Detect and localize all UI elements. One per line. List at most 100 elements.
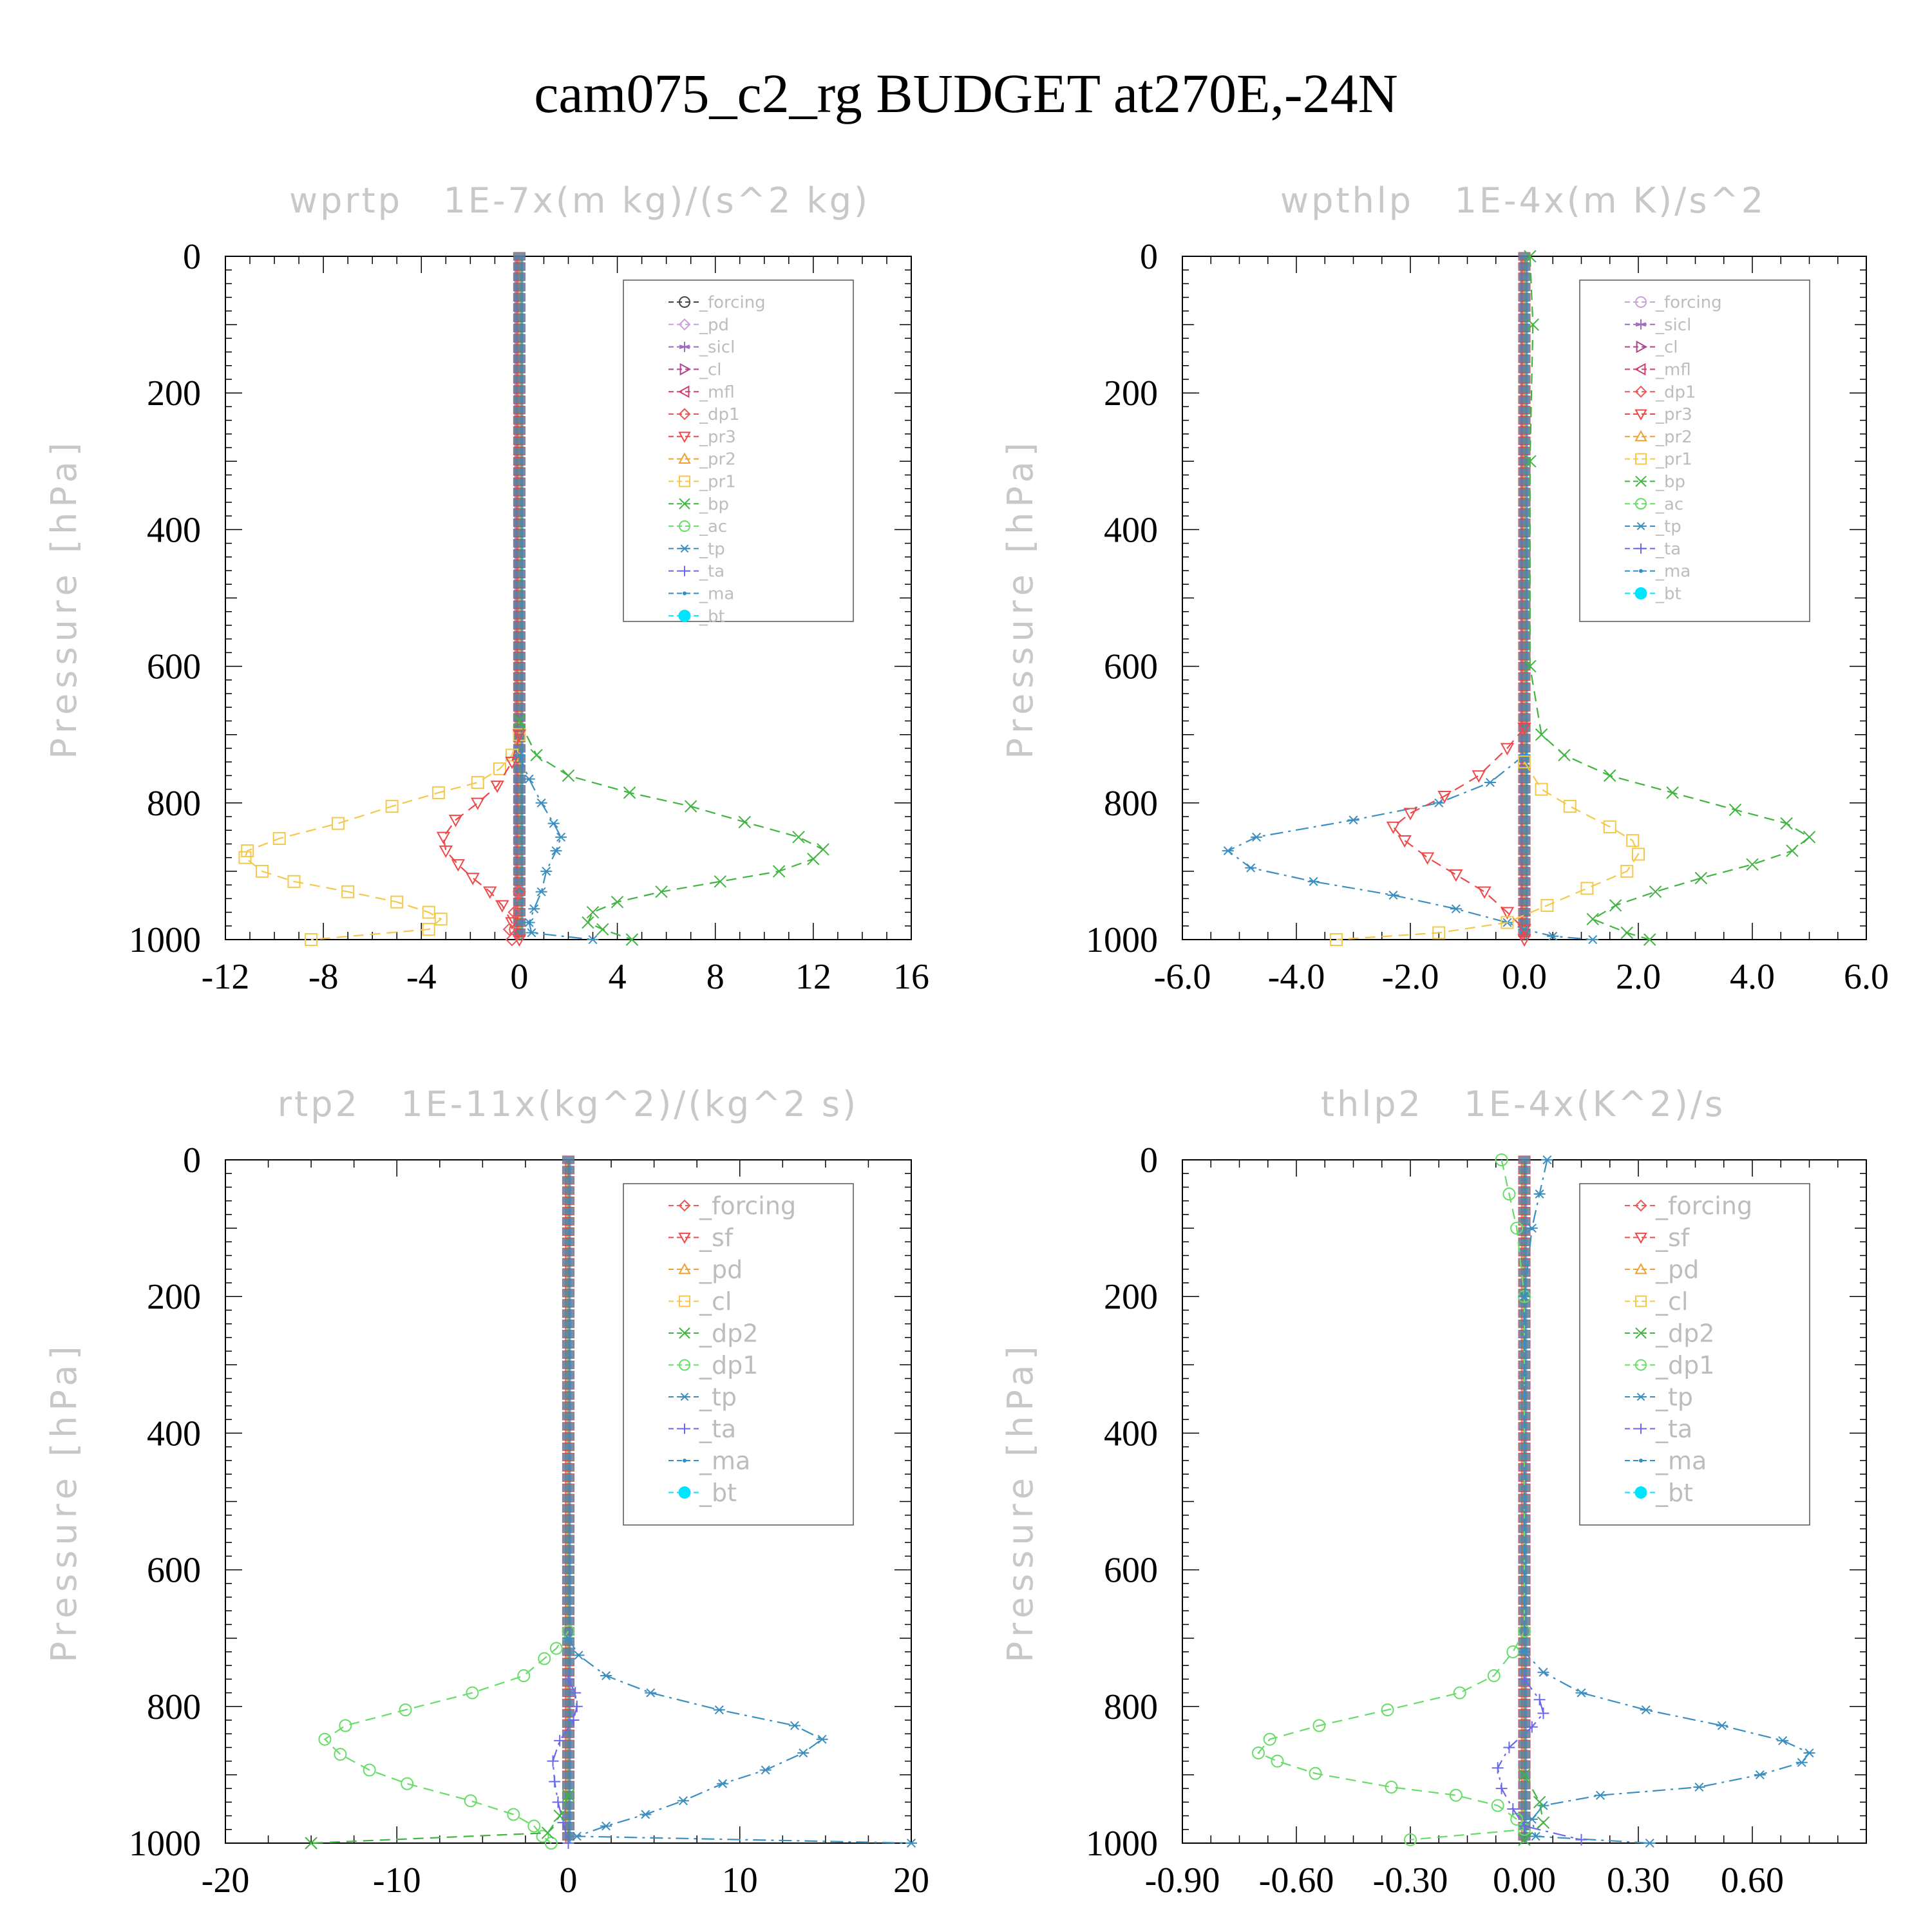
x-tick-label: -20 [202,1861,250,1900]
series-line [1392,727,1526,940]
data-point [1491,1799,1504,1812]
data-point [528,904,540,914]
data-point [541,1826,554,1839]
data-point [1453,1686,1466,1700]
zero-line-marker [513,436,526,446]
panel-title: thlp2 1E-4x(K^2)/s [1321,1084,1725,1124]
data-point [466,1686,479,1700]
data-point [1222,846,1234,856]
zero-line-marker [513,365,526,374]
y-tick-label: 1000 [1086,1824,1158,1864]
zero-line-marker [513,815,526,824]
data-point [505,933,519,947]
zero-line-marker [562,1443,575,1452]
data-point [305,933,318,946]
zero-line-marker [562,1340,575,1349]
series-tp [1222,750,1599,945]
y-axis-label: Pressure [hPa] [44,1341,84,1662]
legend-box [623,279,854,622]
data-point [1803,831,1816,844]
data-point [562,769,575,782]
data-point [547,819,560,828]
x-tick-label: -0.30 [1373,1861,1448,1900]
zero-line-marker [1518,1176,1531,1185]
zero-line-marker [513,477,526,486]
zero-line-marker [562,1289,575,1298]
zero-line-marker [562,1616,575,1625]
data-point [1329,933,1343,946]
data-point [623,786,636,799]
legend-item: _bt [668,1479,737,1507]
zero-line-marker [562,1452,575,1462]
data-point [1575,1688,1587,1698]
data-point [1587,934,1599,945]
legend-item: _sf [1625,1224,1690,1252]
data-point [1530,1832,1542,1841]
data-point [256,864,269,878]
zero-line-marker [562,1217,575,1226]
zero-line-marker [1518,1247,1531,1256]
x-tick-label: -12 [202,957,250,997]
data-point [1495,1153,1508,1166]
zero-line-marker [1518,365,1531,374]
zero-line-marker [513,375,526,384]
data-point [334,1748,347,1761]
zero-line-marker [1518,652,1531,661]
legend-label: _ma [1655,1446,1707,1475]
zero-line-marker [513,795,526,804]
data-point [1500,743,1515,755]
legend-item: _ma [668,585,734,604]
data-point [1519,1647,1530,1656]
zero-line-marker [1518,907,1531,917]
legend-label: _bt [699,607,725,626]
data-point [1492,1762,1504,1774]
legend-item: _ac [668,517,727,536]
y-tick-label: 600 [147,647,201,687]
zero-line-marker [562,1320,575,1329]
data-point [517,1669,531,1683]
zero-line-marker [513,293,526,302]
zero-line-marker [513,590,526,599]
data-point [1524,250,1537,263]
zero-line-marker [1518,1658,1531,1667]
panel-2: wpthlp 1E-4x(m K)/s^2 Pressure [hPa] 0 200 4… [1000,180,1889,997]
x-tick-label: 20 [893,1861,929,1900]
zero-line-marker [513,406,526,415]
zero-line-marker [562,1278,575,1287]
data-point [466,873,480,886]
x-tick-label: -4 [406,957,437,997]
legend-label: _pr1 [1655,450,1692,469]
y-tick-label: 0 [1140,237,1158,277]
data-point [1472,770,1486,783]
zero-line-marker [1518,293,1531,302]
data-point [1524,455,1537,468]
zero-line-marker [513,836,526,845]
zero-line-marker [562,1493,575,1502]
series-line [1524,1774,1544,1841]
legend-label: _sicl [699,338,735,357]
x-tick-label: 0.30 [1607,1861,1670,1900]
data-point [1503,1741,1515,1754]
zero-line-marker [562,1698,575,1708]
zero-line-marker [513,611,526,620]
zero-line-marker [1518,1739,1531,1748]
legend-item: _pr2 [1625,428,1692,447]
zero-line-marker [1518,898,1531,907]
legend-item: _dp1 [1625,383,1696,402]
zero-line-marker [1518,477,1531,486]
zero-line-marker [1518,887,1531,896]
legend-item: _pr1 [668,473,736,492]
zero-line-marker [1518,1791,1531,1800]
data-point [1526,318,1539,331]
zero-line-marker [513,692,526,701]
y-tick-label: 800 [147,784,201,824]
x-tick-label: -2.0 [1382,957,1439,997]
zero-line-marker [562,1709,575,1718]
zero-line-marker [513,457,526,466]
panel-title: wprtp 1E-7x(m kg)/(s^2 kg) [289,180,870,221]
data-point [1526,1721,1538,1733]
zero-line-marker [1518,529,1531,538]
data-point [1716,1721,1728,1730]
data-point [513,885,526,899]
data-point [611,895,624,909]
